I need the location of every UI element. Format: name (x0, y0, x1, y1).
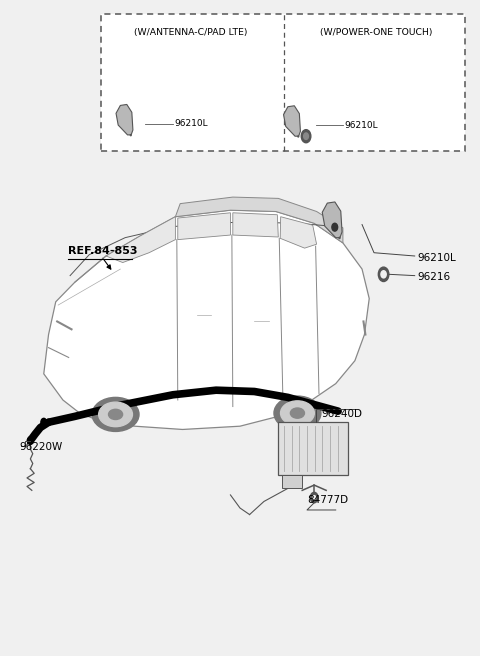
Circle shape (332, 223, 337, 231)
FancyBboxPatch shape (282, 476, 302, 488)
Circle shape (378, 267, 389, 281)
Circle shape (27, 437, 33, 445)
Text: (W/POWER-ONE TOUCH): (W/POWER-ONE TOUCH) (320, 28, 432, 37)
Circle shape (301, 130, 311, 143)
Ellipse shape (92, 398, 139, 432)
Circle shape (304, 133, 309, 140)
Polygon shape (280, 216, 317, 248)
Text: 96240D: 96240D (322, 409, 362, 419)
Polygon shape (178, 213, 230, 239)
Polygon shape (233, 213, 278, 237)
Polygon shape (284, 106, 300, 136)
Text: 96220W: 96220W (20, 442, 63, 452)
Circle shape (298, 136, 299, 137)
Circle shape (313, 495, 316, 499)
Polygon shape (44, 210, 369, 430)
Circle shape (381, 271, 386, 278)
Ellipse shape (280, 401, 314, 425)
Polygon shape (116, 104, 133, 135)
Polygon shape (175, 197, 343, 243)
Polygon shape (322, 202, 342, 237)
Ellipse shape (290, 408, 304, 419)
Text: 84777D: 84777D (307, 495, 348, 504)
Text: 96216: 96216 (417, 272, 450, 282)
Polygon shape (106, 216, 175, 262)
Circle shape (41, 419, 47, 426)
Text: 96210L: 96210L (417, 253, 456, 263)
Text: 96210L: 96210L (174, 119, 208, 129)
Text: 96210L: 96210L (344, 121, 378, 130)
Circle shape (311, 492, 318, 502)
Text: REF.84-853: REF.84-853 (68, 246, 137, 256)
Circle shape (339, 237, 340, 239)
FancyBboxPatch shape (278, 422, 348, 476)
Ellipse shape (108, 409, 122, 420)
Ellipse shape (99, 402, 132, 426)
Ellipse shape (274, 396, 321, 430)
Text: (W/ANTENNA-C/PAD LTE): (W/ANTENNA-C/PAD LTE) (133, 28, 247, 37)
FancyBboxPatch shape (101, 14, 465, 152)
